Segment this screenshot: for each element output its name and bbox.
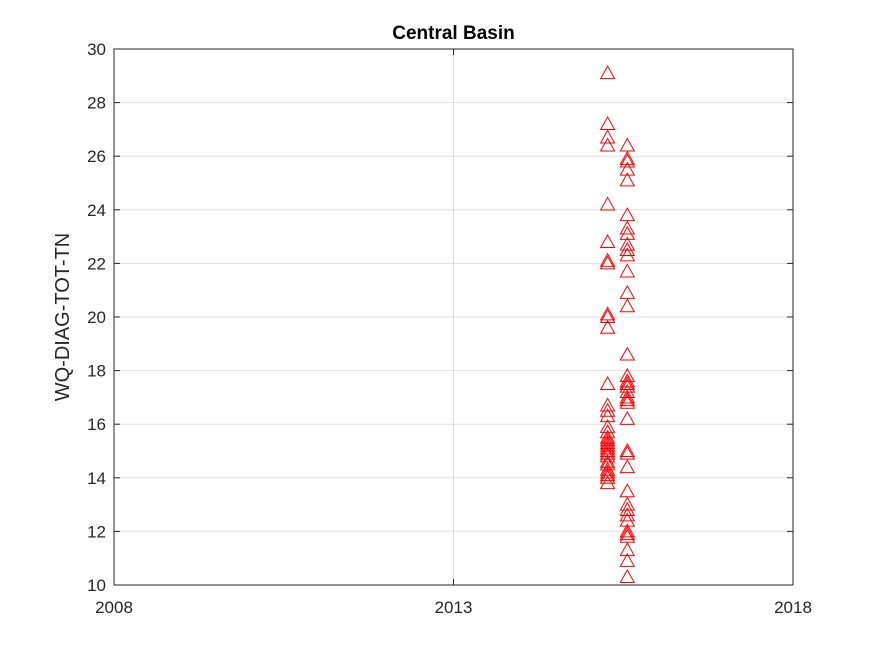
data-point xyxy=(599,319,616,334)
y-tick-label: 20 xyxy=(87,308,106,327)
data-point xyxy=(599,255,616,270)
y-tick-label: 18 xyxy=(87,362,106,381)
chart-title: Central Basin xyxy=(392,23,514,44)
data-point xyxy=(619,542,636,557)
grid-lines xyxy=(113,48,794,586)
data-point xyxy=(619,346,636,361)
y-tick-label: 12 xyxy=(87,522,106,541)
data-point xyxy=(619,220,636,235)
data-point xyxy=(599,375,616,390)
y-tick-label: 14 xyxy=(87,469,106,488)
data-point xyxy=(599,252,616,267)
data-point xyxy=(599,469,616,484)
data-point xyxy=(619,389,636,404)
data-point xyxy=(619,526,636,541)
data-point xyxy=(619,153,636,168)
data-point xyxy=(619,459,636,474)
data-point xyxy=(599,129,616,144)
data-point xyxy=(619,442,636,457)
data-point xyxy=(619,225,636,240)
x-tick-label: 2008 xyxy=(95,598,133,617)
data-point xyxy=(619,410,636,425)
y-tick-label: 10 xyxy=(87,576,106,595)
data-point xyxy=(599,475,616,490)
x-tick-labels: 2008 2013 2018 xyxy=(95,598,812,617)
data-point xyxy=(599,467,616,482)
data-point xyxy=(619,137,636,152)
x-tick-label: 2018 xyxy=(774,598,812,617)
y-tick-label: 24 xyxy=(87,201,106,220)
data-point xyxy=(619,392,636,407)
data-point xyxy=(599,233,616,248)
data-point xyxy=(619,236,636,251)
data-point xyxy=(619,150,636,165)
y-tick-label: 22 xyxy=(87,254,106,273)
data-point xyxy=(599,308,616,323)
y-tick-label: 26 xyxy=(87,147,106,166)
data-point xyxy=(619,384,636,399)
y-tick-label: 30 xyxy=(87,40,106,59)
y-axis-label: WQ-DIAG-TOT-TN xyxy=(52,233,74,402)
data-point xyxy=(619,394,636,409)
tick-marks xyxy=(113,48,794,586)
data-point xyxy=(619,298,636,313)
y-tick-label: 28 xyxy=(87,94,106,113)
data-point xyxy=(619,552,636,567)
y-tick-labels: 10 12 14 16 18 20 22 24 26 28 30 xyxy=(87,40,106,595)
data-point xyxy=(619,241,636,256)
data-point xyxy=(619,523,636,538)
y-tick-label: 16 xyxy=(87,415,106,434)
data-point xyxy=(619,247,636,262)
data-point xyxy=(599,445,616,460)
data-point xyxy=(599,437,616,452)
data-point xyxy=(599,402,616,417)
data-point xyxy=(619,263,636,278)
data-points xyxy=(599,65,636,583)
data-point xyxy=(599,65,616,80)
data-point xyxy=(599,397,616,412)
data-point xyxy=(619,161,636,176)
data-point xyxy=(619,496,636,511)
data-point xyxy=(619,284,636,299)
x-tick-label: 2013 xyxy=(435,598,473,617)
data-point xyxy=(619,568,636,583)
data-point xyxy=(619,483,636,498)
data-point xyxy=(619,507,636,522)
data-point xyxy=(619,501,636,516)
data-point xyxy=(599,408,616,423)
data-point xyxy=(619,367,636,382)
data-point xyxy=(599,137,616,152)
data-point xyxy=(619,172,636,187)
data-point xyxy=(619,373,636,388)
data-point xyxy=(599,116,616,131)
data-point xyxy=(599,196,616,211)
data-point xyxy=(599,464,616,479)
